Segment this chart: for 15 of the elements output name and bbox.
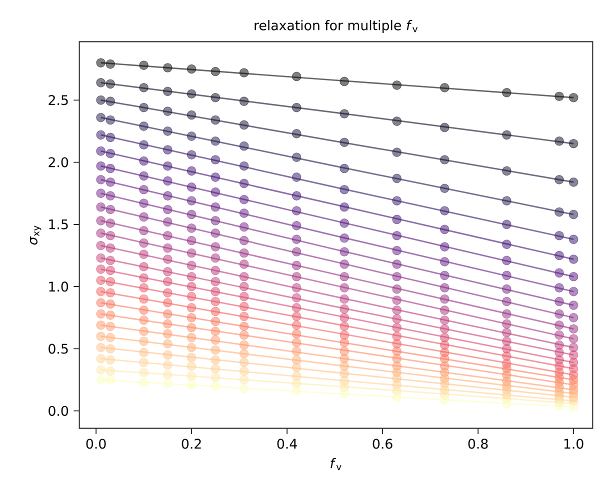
x-axis-title: f$_{v}$ [330,458,342,470]
x-tick-label: 0.0 [86,438,106,449]
y-tick-label: 2.5 [48,95,68,106]
y-tick-label: 1.5 [49,219,68,230]
x-tick-label: 0.4 [277,438,297,449]
y-axis-title: σ$_{xy}$ [30,226,42,245]
x-tick-label: 0.2 [182,438,201,449]
x-tick-label: 0.6 [372,438,392,449]
x-tick-label: 0.8 [468,438,488,449]
y-tick-label: 1.0 [49,282,68,292]
y-tick-label: 2.0 [48,157,68,168]
x-tick-label: 1.0 [564,438,584,449]
y-tick-label: 0.0 [48,406,68,416]
chart-title: relaxation for multiple f$_{v}$ [254,20,418,33]
y-tick-label: 0.5 [48,344,68,354]
